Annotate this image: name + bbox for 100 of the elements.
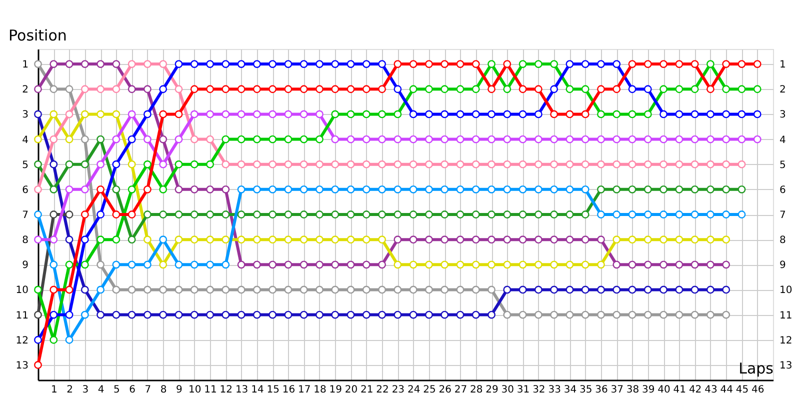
point bbox=[566, 85, 574, 94]
y2-tick-label: 8 bbox=[780, 235, 786, 246]
point bbox=[316, 236, 324, 244]
point bbox=[331, 85, 340, 94]
point bbox=[394, 310, 402, 319]
y2-tick-label: 10 bbox=[780, 285, 792, 296]
point bbox=[252, 185, 261, 194]
point bbox=[409, 286, 418, 294]
point bbox=[394, 160, 402, 168]
point bbox=[300, 260, 308, 269]
point bbox=[690, 135, 699, 144]
point bbox=[581, 260, 590, 269]
point bbox=[128, 210, 136, 218]
point bbox=[50, 336, 58, 344]
point bbox=[534, 260, 542, 269]
point bbox=[34, 310, 42, 319]
point bbox=[597, 286, 605, 294]
point bbox=[237, 60, 246, 68]
point bbox=[660, 60, 668, 68]
point bbox=[660, 260, 668, 269]
point bbox=[362, 286, 370, 294]
point bbox=[237, 85, 246, 94]
x-axis-title: Laps bbox=[738, 360, 774, 378]
point bbox=[503, 286, 512, 294]
x-tick-label: 19 bbox=[329, 384, 342, 396]
point bbox=[566, 60, 574, 68]
point bbox=[581, 210, 590, 218]
point bbox=[518, 210, 527, 218]
point bbox=[628, 260, 636, 269]
point bbox=[65, 135, 74, 144]
x-tick-label: 14 bbox=[251, 384, 264, 396]
point bbox=[518, 160, 527, 168]
point bbox=[237, 185, 246, 194]
point bbox=[675, 310, 684, 319]
y-tick-label: 3 bbox=[22, 110, 28, 121]
point bbox=[550, 236, 558, 244]
point bbox=[690, 85, 699, 94]
point bbox=[722, 260, 730, 269]
point bbox=[550, 135, 558, 144]
point bbox=[174, 286, 183, 294]
point bbox=[96, 185, 105, 194]
point bbox=[300, 135, 308, 144]
point bbox=[550, 185, 558, 194]
point bbox=[159, 310, 168, 319]
point bbox=[50, 310, 58, 319]
point bbox=[597, 85, 605, 94]
point bbox=[675, 286, 684, 294]
point bbox=[190, 185, 198, 194]
point bbox=[300, 60, 308, 68]
x-tick-label: 5 bbox=[114, 384, 120, 396]
point bbox=[252, 310, 261, 319]
point bbox=[346, 236, 355, 244]
point bbox=[440, 310, 449, 319]
point bbox=[237, 310, 246, 319]
point bbox=[206, 135, 214, 144]
point bbox=[425, 135, 433, 144]
point bbox=[690, 185, 699, 194]
point bbox=[144, 135, 152, 144]
point bbox=[222, 210, 230, 218]
point bbox=[409, 236, 418, 244]
point bbox=[409, 260, 418, 269]
point bbox=[80, 286, 89, 294]
point bbox=[206, 310, 214, 319]
point bbox=[660, 185, 668, 194]
point bbox=[190, 135, 198, 144]
point bbox=[112, 60, 120, 68]
point bbox=[597, 310, 605, 319]
point bbox=[316, 110, 324, 118]
point bbox=[440, 60, 449, 68]
point bbox=[690, 286, 699, 294]
point bbox=[222, 110, 230, 118]
point bbox=[597, 210, 605, 218]
x-tick-label: 2 bbox=[66, 384, 73, 396]
point bbox=[440, 110, 449, 118]
point bbox=[706, 210, 714, 218]
y2-tick-label: 11 bbox=[780, 310, 792, 322]
point bbox=[80, 135, 89, 144]
point bbox=[331, 160, 340, 168]
point bbox=[300, 236, 308, 244]
point bbox=[488, 110, 496, 118]
point bbox=[722, 286, 730, 294]
point bbox=[346, 160, 355, 168]
point bbox=[222, 85, 230, 94]
point bbox=[394, 210, 402, 218]
point bbox=[488, 160, 496, 168]
point bbox=[518, 286, 527, 294]
point bbox=[284, 310, 292, 319]
point bbox=[660, 135, 668, 144]
point bbox=[612, 85, 621, 94]
point bbox=[394, 260, 402, 269]
point bbox=[174, 236, 183, 244]
point bbox=[425, 185, 433, 194]
point bbox=[112, 135, 120, 144]
point bbox=[34, 185, 42, 194]
point bbox=[425, 286, 433, 294]
point bbox=[284, 210, 292, 218]
point bbox=[566, 110, 574, 118]
point bbox=[425, 236, 433, 244]
point bbox=[316, 210, 324, 218]
point bbox=[300, 210, 308, 218]
